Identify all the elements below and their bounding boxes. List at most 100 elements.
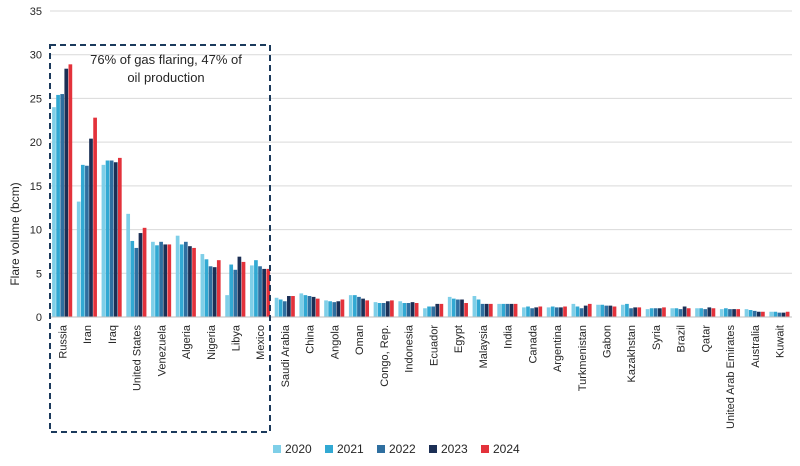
x-category-label: Libya — [231, 324, 243, 351]
bar — [699, 308, 703, 317]
bar — [505, 303, 510, 317]
bar — [575, 306, 580, 317]
bar — [233, 269, 238, 317]
bar — [56, 94, 60, 318]
bar — [431, 306, 436, 317]
bar — [773, 311, 778, 317]
bar — [89, 138, 93, 317]
bar — [365, 300, 370, 317]
bar — [134, 247, 139, 317]
bar — [756, 311, 761, 317]
x-category-label: Qatar — [700, 325, 712, 353]
bar — [324, 300, 328, 317]
x-category-label: Russia — [57, 324, 69, 359]
bar — [550, 306, 555, 317]
bar — [748, 310, 753, 317]
bar — [612, 306, 617, 317]
y-tick-label: 15 — [30, 181, 42, 193]
bar — [670, 308, 675, 317]
bar — [637, 307, 642, 317]
bar — [761, 311, 765, 317]
bar — [353, 295, 357, 317]
bar — [711, 308, 716, 317]
bar — [538, 306, 543, 317]
bar — [142, 227, 147, 317]
bar — [447, 296, 452, 317]
bar — [192, 247, 196, 317]
x-category-label: Syria — [651, 324, 663, 350]
bar — [488, 303, 493, 317]
bar — [620, 304, 625, 317]
bar — [52, 107, 56, 317]
bar — [175, 235, 180, 317]
bar — [183, 241, 188, 317]
bar — [686, 308, 691, 317]
y-tick-label: 10 — [30, 225, 42, 237]
bar — [254, 260, 258, 317]
x-category-label: Kazakhstan — [626, 325, 638, 382]
legend-label: 2020 — [285, 442, 312, 456]
legend-label: 2022 — [389, 442, 416, 456]
bar — [262, 268, 266, 317]
bar — [109, 160, 114, 317]
bar — [307, 296, 312, 317]
legend-label: 2024 — [493, 442, 520, 456]
bar — [287, 296, 291, 317]
x-category-label: Nigeria — [206, 324, 218, 360]
bar — [695, 308, 699, 317]
bar — [241, 261, 246, 317]
x-category-label: China — [305, 324, 317, 354]
x-category-label: Canada — [527, 324, 539, 363]
legend-swatch — [325, 445, 333, 453]
x-category-label: Saudi Arabia — [280, 324, 292, 387]
bar — [328, 301, 332, 317]
bar — [435, 303, 440, 317]
y-tick-label: 5 — [36, 268, 42, 280]
legend-swatch — [481, 445, 489, 453]
bar — [744, 309, 749, 317]
x-category-label: Algeria — [181, 324, 193, 359]
bar — [76, 201, 81, 317]
bar — [361, 298, 365, 317]
bar — [596, 304, 600, 317]
x-category-label: Iraq — [107, 325, 119, 344]
legend-label: 2023 — [441, 442, 468, 456]
bar — [200, 254, 205, 317]
bar — [278, 299, 283, 317]
bar — [390, 300, 394, 317]
bar — [274, 297, 279, 317]
bar — [258, 266, 262, 317]
y-tick-label: 30 — [30, 50, 42, 62]
bar — [167, 244, 172, 317]
x-category-label: Indonesia — [404, 324, 416, 373]
bar — [451, 298, 456, 317]
gridlines — [50, 10, 792, 274]
bar — [117, 157, 122, 317]
bar — [414, 303, 419, 317]
x-category-label: Kuwait — [775, 325, 787, 358]
y-tick-label: 20 — [30, 137, 42, 149]
bar — [509, 303, 514, 317]
bar — [332, 302, 337, 317]
x-axis-category-labels: Russia Iran Iraq United States Venezuela Alge… — [57, 324, 786, 429]
y-tick-label: 25 — [30, 93, 42, 105]
bar — [410, 302, 415, 317]
bar — [188, 246, 192, 317]
bar — [225, 295, 229, 317]
bar — [724, 308, 728, 317]
bar — [398, 301, 403, 317]
legend-swatch — [429, 445, 437, 453]
x-category-label: Congo, Rep. — [379, 325, 391, 387]
bar — [559, 307, 563, 317]
bar — [513, 303, 518, 317]
bar — [406, 303, 411, 317]
bar — [703, 309, 708, 317]
bar — [163, 244, 168, 317]
bar — [237, 256, 242, 317]
bar — [291, 296, 295, 317]
x-category-label: Argentina — [552, 324, 564, 372]
bar — [68, 64, 73, 317]
bar — [373, 302, 378, 317]
bar — [625, 303, 629, 317]
bar — [155, 245, 159, 317]
